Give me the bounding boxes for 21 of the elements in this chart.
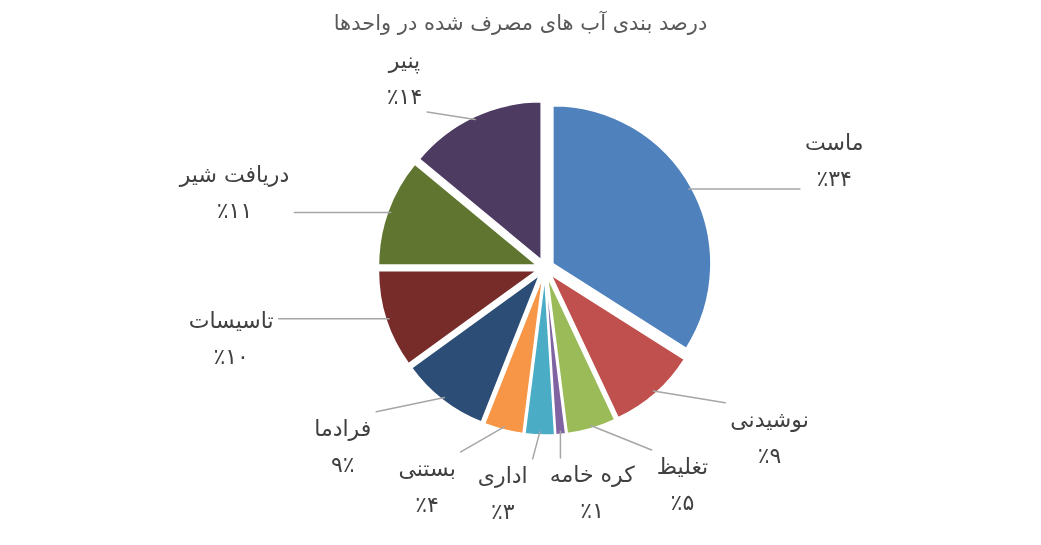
data-label: ٪۵ [670,490,695,516]
data-label: ٪۴ [415,491,439,517]
data-label: ۹٪ [330,451,355,477]
title: درصد بندی آب های مصرف شده در واحدها [333,11,708,35]
data-label: ٪۱۱ [216,197,253,223]
data-label: ٪۹ [757,442,782,468]
slice-label: تاسیسات [188,307,274,333]
data-label: ٪۳۴ [816,165,852,191]
slice-label: فرادما [314,415,372,441]
slice-label: بستنی [398,455,456,481]
slice-label: پنیر [387,48,421,74]
slice-label: نوشیدنی [730,406,809,432]
slice-label: دریافت شیر [178,161,290,187]
slice-label: کره خامه [549,462,636,487]
data-label: ٪۳ [490,498,515,524]
data-label: ٪۱ [580,498,604,523]
slice-label: تغلیظ [656,454,709,480]
slice-label: اداری [477,462,528,488]
data-label: ٪۱۰ [213,343,249,369]
data-label: ٪۱۴ [386,84,423,109]
slice-label: ماست [804,129,864,155]
